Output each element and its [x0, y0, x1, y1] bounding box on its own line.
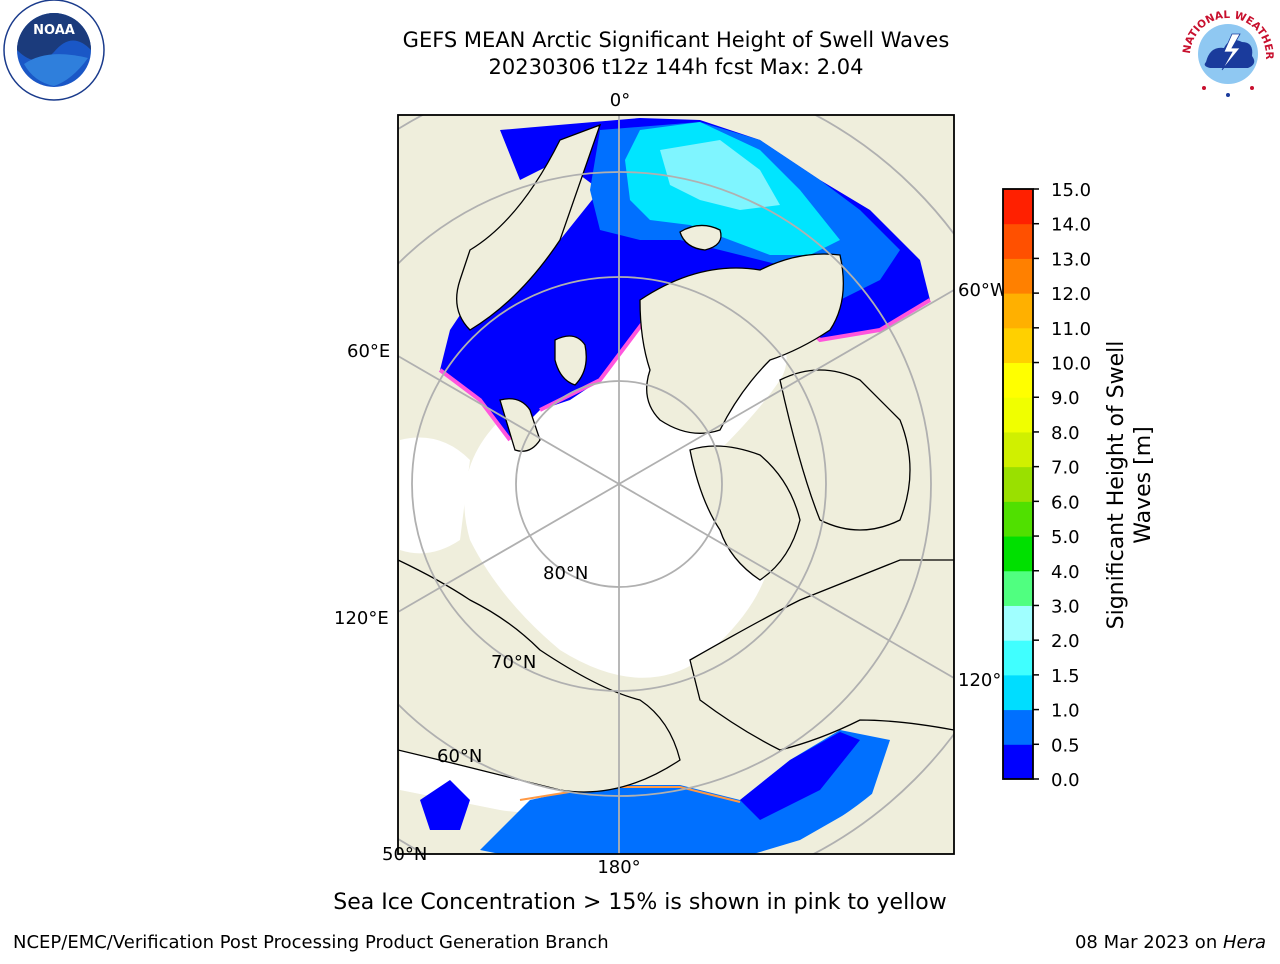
colorbar: 0.0 0.5 1.0 1.5 2.0 3.0 4.0 5.0 6.0 7.0 8.0 9.0 10.0…	[1002, 180, 1091, 791]
colorbar-tick-label: 3.0	[1051, 596, 1080, 617]
colorbar-label-2: Waves [m]	[1131, 426, 1156, 543]
colorbar-tick-label: 12.0	[1051, 284, 1091, 305]
colorbar-segment	[1003, 431, 1033, 468]
colorbar-tick-label: 7.0	[1051, 458, 1080, 479]
noaa-logo-text: NOAA	[33, 23, 75, 38]
colorbar-segment	[1003, 258, 1033, 294]
map-frame	[397, 114, 955, 855]
colorbar-tick-label: 8.0	[1051, 423, 1080, 444]
colorbar-tick-label: 4.0	[1051, 562, 1080, 583]
colorbar-tick-label: 6.0	[1051, 492, 1080, 513]
colorbar-segment	[1003, 605, 1033, 641]
colorbar-tick-label: 0.0	[1051, 770, 1080, 791]
lon-label-180: 180°	[597, 857, 640, 878]
colorbar-tick-label: 14.0	[1051, 215, 1091, 236]
colorbar-tick-label: 15.0	[1051, 180, 1091, 201]
lat-label-50: 50°N	[382, 844, 427, 865]
colorbar-tick-label: 9.0	[1051, 388, 1080, 409]
colorbar-segment	[1003, 397, 1033, 433]
colorbar-segment	[1003, 327, 1033, 364]
colorbar-segment	[1003, 709, 1033, 745]
land-area	[398, 115, 954, 854]
colorbar-tick-label: 1.5	[1051, 666, 1080, 687]
coastlines	[398, 123, 954, 793]
colorbar-segment	[1003, 223, 1033, 259]
sea-ice-region	[464, 288, 787, 678]
colorbar-segment	[1003, 466, 1033, 502]
lat-label-70: 70°N	[491, 652, 536, 673]
lon-label-60w: 60°W	[958, 280, 1008, 301]
lon-label-120e: 120°E	[334, 608, 389, 629]
noaa-logo: NOAA	[2, 0, 106, 104]
colorbar-segment	[1003, 501, 1033, 537]
colorbar-tick-label: 13.0	[1051, 249, 1091, 270]
sea-ice-caption: Sea Ice Concentration > 15% is shown in …	[333, 890, 947, 915]
colorbar-segment	[1003, 570, 1033, 606]
lon-label-60e: 60°E	[347, 341, 390, 362]
lon-label-120w: 120°	[958, 670, 1001, 691]
lat-label-60: 60°N	[437, 746, 482, 767]
lon-label-0: 0°	[610, 90, 630, 111]
colorbar-frame	[1002, 188, 1034, 780]
map-subtitle: 20230306 t12z 144h fcst Max: 2.04	[488, 55, 864, 79]
colorbar-tick-label: 1.0	[1051, 701, 1080, 722]
colorbar-segment	[1003, 536, 1033, 572]
colorbar-tick-label: 10.0	[1051, 354, 1091, 375]
colorbar-segment	[1003, 674, 1033, 711]
colorbar-tick-label: 11.0	[1051, 319, 1091, 340]
swell-atlantic	[440, 118, 930, 440]
colorbar-segment	[1003, 293, 1033, 329]
colorbar-label-1: Significant Height of Swell	[1104, 341, 1129, 630]
colorbar-tick-label: 2.0	[1051, 631, 1080, 652]
footer-host: Hera	[1222, 932, 1266, 953]
footer-branch: NCEP/EMC/Verification Post Processing Pr…	[13, 932, 609, 953]
colorbar-segment	[1003, 362, 1033, 398]
map-title: GEFS MEAN Arctic Significant Height of S…	[402, 28, 950, 52]
colorbar-segment	[1003, 640, 1033, 676]
nws-logo: NATIONAL WEATHER SERVICE	[1172, 0, 1280, 104]
colorbar-tick-label: 0.5	[1051, 735, 1080, 756]
colorbar-tick-label: 5.0	[1051, 527, 1080, 548]
lat-label-80: 80°N	[543, 563, 588, 584]
swell-pacific	[480, 730, 890, 854]
colorbar-segment	[1003, 189, 1033, 225]
footer-date: 08 Mar 2023 on Hera	[1075, 932, 1266, 953]
footer-date-text: 08 Mar 2023 on	[1074, 932, 1223, 953]
colorbar-segment	[1003, 744, 1033, 780]
graticule	[398, 115, 954, 854]
